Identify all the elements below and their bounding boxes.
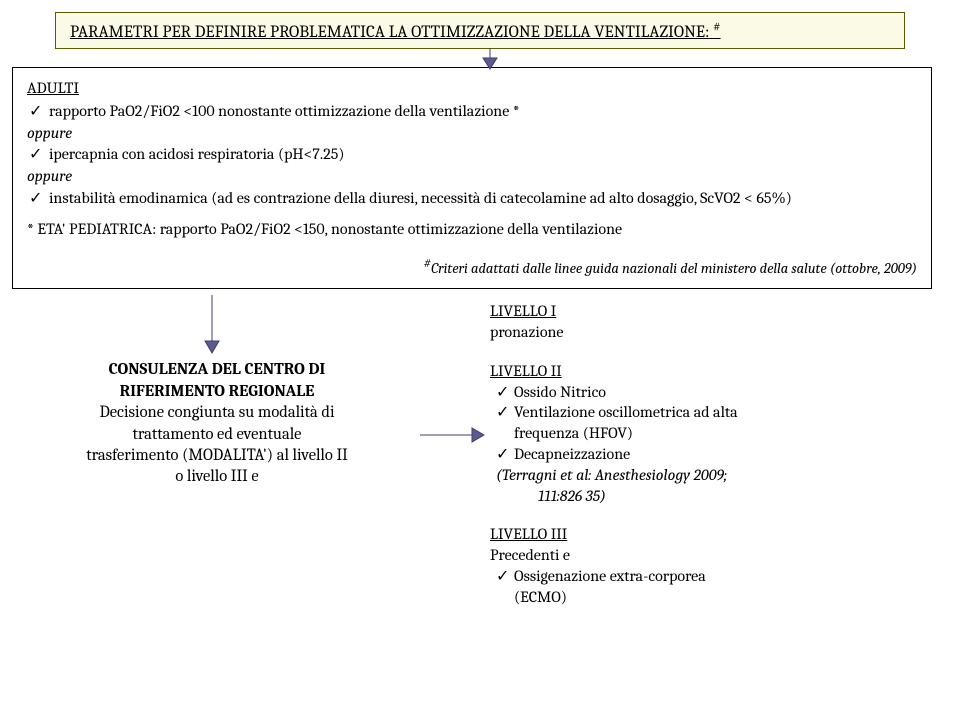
level-2-item-3: Decapneizzazione [490, 444, 930, 465]
footnote-text: Criteri adattati dalle linee guida nazio… [431, 260, 917, 277]
level-2-block: LIVELLO II Ossido Nitrico Ventilazione o… [490, 361, 930, 507]
level-3-title: LIVELLO III [490, 524, 930, 545]
consult-line-4: trattamento ed eventuale [22, 424, 412, 445]
consult-line-5: trasferimento (MODALITA') al livello II [22, 445, 412, 466]
level-3-sub: Precedenti e [490, 545, 930, 566]
criteria-item-1: rapporto PaO2/FiO2 <100 nonostante ottim… [27, 101, 917, 123]
level-2-title: LIVELLO II [490, 361, 930, 382]
adulti-title: ADULTI [27, 78, 917, 100]
level-3-item-1: Ossigenazione extra-corporea [490, 566, 930, 587]
consult-title-2: RIFERIMENTO REGIONALE [22, 381, 412, 402]
level-1-title: LIVELLO I [490, 301, 930, 322]
consult-line-3: Decisione congiunta su modalità di [22, 402, 412, 423]
criteria-oppure-1: oppure [27, 123, 917, 145]
level-3-block: LIVELLO III Precedenti e Ossigenazione e… [490, 524, 930, 607]
level-1-item: pronazione [490, 322, 930, 343]
footnote-sup: # [424, 256, 431, 270]
consult-title-1: CONSULENZA DEL CENTRO DI [22, 359, 412, 380]
criteria-item-2: ipercapnia con acidosi respiratoria (pH<… [27, 144, 917, 166]
level-2-item-1: Ossido Nitrico [490, 382, 930, 403]
eta-pediatrica: * ETA' PEDIATRICA: rapporto PaO2/FiO2 <1… [27, 219, 917, 241]
criteria-item-3: instabilità emodinamica (ad es contrazio… [27, 188, 917, 210]
arrow-down-consult [202, 295, 222, 355]
header-text: PARAMETRI PER DEFINIRE PROBLEMATICA LA O… [70, 23, 721, 42]
consult-box: CONSULENZA DEL CENTRO DI RIFERIMENTO REG… [22, 359, 412, 488]
arrow-right-levels [420, 425, 486, 445]
level-2-item-2: Ventilazione oscillometrica ad alta [490, 402, 930, 423]
level-2-item-2b: frequenza (HFOV) [490, 423, 930, 444]
criteria-box: ADULTI rapporto PaO2/FiO2 <100 nonostant… [12, 67, 932, 290]
levels-column: LIVELLO I pronazione LIVELLO II Ossido N… [490, 301, 930, 625]
level-2-ref-2: 111:826 35) [490, 486, 930, 507]
header-main: PARAMETRI PER DEFINIRE PROBLEMATICA LA O… [70, 23, 709, 42]
header-sup: # [713, 19, 720, 33]
criteria-footnote: #Criteri adattati dalle linee guida nazi… [27, 255, 917, 278]
level-1-block: LIVELLO I pronazione [490, 301, 930, 343]
criteria-oppure-2: oppure [27, 166, 917, 188]
level-3-item-1b: (ECMO) [490, 587, 930, 608]
header-box: PARAMETRI PER DEFINIRE PROBLEMATICA LA O… [55, 12, 905, 49]
consult-line-6: o livello III e [22, 466, 412, 487]
level-2-ref-1: (Terragni et al: Anesthesiology 2009; [490, 465, 930, 486]
